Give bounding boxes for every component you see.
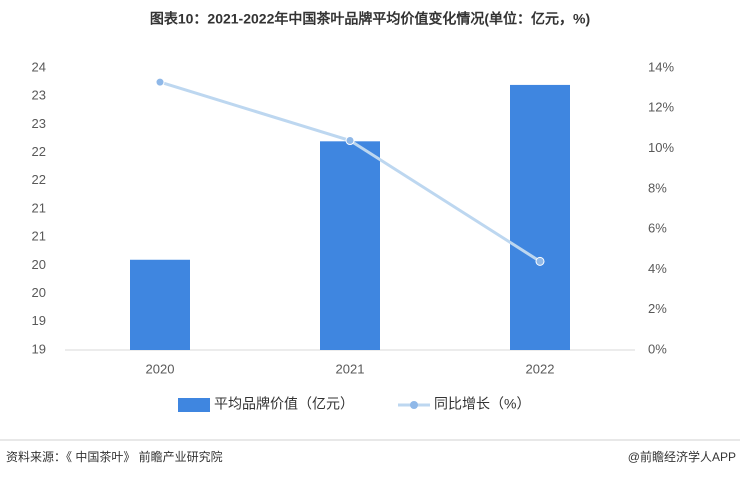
y-tick-label: 22 (32, 144, 46, 159)
y2-tick-label: 14% (648, 59, 674, 74)
x-tick-label: 2020 (146, 361, 175, 376)
source: 资料来源：《 中国茶叶》 前瞻产业研究院 (6, 449, 223, 464)
y-tick-label: 22 (32, 172, 46, 187)
y2-tick-label: 4% (648, 261, 667, 276)
bar (130, 259, 190, 350)
point (155, 77, 165, 87)
y-tick-label: 21 (32, 229, 46, 244)
y2-tick-label: 8% (648, 180, 667, 195)
y-tick-label: 21 (32, 200, 46, 215)
y2-tick-label: 2% (648, 301, 667, 316)
y2-tick-label: 10% (648, 140, 674, 155)
bar (320, 141, 380, 350)
legend-swatch (178, 398, 210, 412)
y-tick-label: 20 (32, 285, 46, 300)
x-tick-label: 2022 (526, 361, 555, 376)
y-tick-label: 23 (32, 88, 46, 103)
point (535, 256, 545, 266)
y-tick-label: 24 (32, 59, 46, 74)
credit: @前瞻经济学人APP (628, 449, 736, 464)
point (345, 136, 355, 146)
y-tick-label: 19 (32, 313, 46, 328)
y-tick-label: 23 (32, 116, 46, 131)
y-tick-label: 20 (32, 257, 46, 272)
y-tick-label: 19 (32, 341, 46, 356)
y2-tick-label: 0% (648, 341, 667, 356)
legend-label: 平均品牌价值（亿元） (214, 396, 354, 412)
x-tick-label: 2021 (336, 361, 365, 376)
legend-label: 同比增长（%） (434, 396, 530, 412)
bar (510, 84, 570, 351)
legend-swatch (410, 401, 418, 409)
chart-title: 图表10：2021-2022年中国茶叶品牌平均价值变化情况(单位：亿元，%) (150, 11, 590, 27)
y2-tick-label: 6% (648, 221, 667, 236)
y2-tick-label: 12% (648, 100, 674, 115)
